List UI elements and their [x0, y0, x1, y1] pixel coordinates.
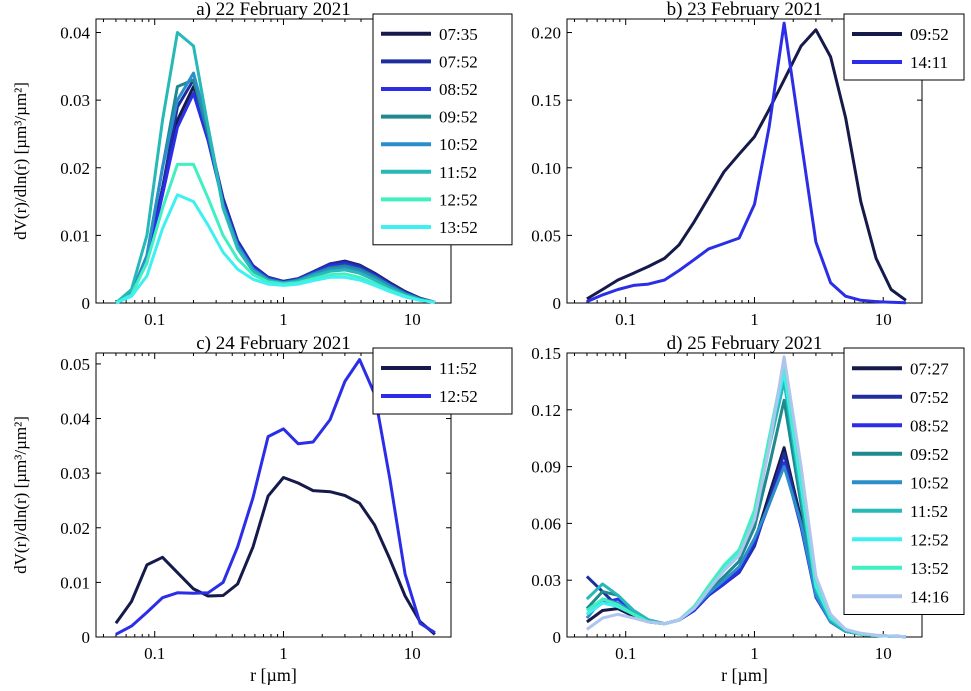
y-tick-label: 0.20 [531, 24, 561, 43]
series-line-1152 [114, 476, 436, 636]
legend-label: 12:52 [439, 190, 478, 209]
x-tick-label: 0.1 [144, 644, 165, 663]
legend-label: 13:52 [439, 218, 478, 237]
y-tick-label: 0 [82, 628, 91, 647]
y-tick-label: 0.15 [531, 91, 561, 110]
legend: 09:52 14:11 [843, 13, 965, 81]
y-tick-label: 0.09 [531, 458, 561, 477]
legend-label: 12:52 [439, 387, 478, 406]
x-tick-label: 10 [404, 644, 421, 663]
legend-label: 14:16 [910, 587, 949, 606]
series-line-1252 [115, 162, 436, 305]
x-tick-label: 10 [875, 644, 892, 663]
legend-label: 10:52 [910, 473, 949, 492]
y-tick-label: 0 [82, 294, 91, 313]
panel-3: c) 24 February 2021 0 0.01 0.02 0.03 0.04 0.05… [11, 333, 513, 685]
x-tick-label: 1 [279, 310, 288, 329]
x-tick-label: 0.1 [615, 644, 636, 663]
legend-label: 11:52 [439, 163, 477, 182]
y-tick-label: 0.02 [60, 159, 90, 178]
series-line-1352 [115, 193, 436, 305]
legend-label: 07:52 [439, 52, 478, 71]
legend: 11:52 12:52 [372, 347, 513, 415]
legend-label: 10:52 [439, 135, 478, 154]
x-tick-label: 1 [750, 310, 759, 329]
y-tick-label: 0.15 [531, 344, 561, 363]
legend-label: 07:52 [910, 388, 949, 407]
chart-title: d) 25 February 2021 [667, 333, 823, 354]
legend: 07:27 07:52 08:52 09:52 10:52 11:52 12:52 13:52… [843, 347, 965, 615]
legend-label: 08:52 [439, 80, 478, 99]
y-tick-label: 0.02 [60, 519, 90, 538]
y-tick-label: 0.04 [60, 24, 90, 43]
legend-box [372, 347, 513, 415]
y-tick-label: 0.06 [531, 514, 561, 533]
axes-frame [95, 352, 452, 638]
y-tick-label: 0.03 [531, 571, 561, 590]
y-axis-label: dV(r)/dln(r) [µm³/µm²] [11, 416, 30, 574]
x-tick-label: 0.1 [615, 310, 636, 329]
panel-1: a) 22 February 2021 0 0.01 0.02 0.03 0.04 0.1 1… [11, 0, 513, 329]
chart-title: c) 24 February 2021 [196, 333, 351, 354]
y-tick-label: 0.05 [60, 355, 90, 374]
y-tick-label: 0.03 [60, 464, 90, 483]
legend-label: 07:27 [910, 359, 949, 378]
panel-2: b) 23 February 2021 0 0.05 0.10 0.15 0.20 0.1 1… [531, 0, 965, 329]
y-tick-label: 0.05 [531, 226, 561, 245]
y-tick-label: 0.01 [60, 226, 90, 245]
legend-label: 09:52 [910, 25, 949, 44]
legend-box [843, 13, 965, 81]
series-line-1411 [586, 21, 906, 305]
x-axis-label: r [µm] [250, 665, 297, 685]
panel-4: d) 25 February 2021 0 0.03 0.06 0.09 0.12 0.15… [531, 333, 965, 685]
x-tick-label: 1 [750, 644, 759, 663]
series-line-1252 [115, 358, 436, 636]
axes-frame [566, 18, 923, 304]
legend: 07:35 07:52 08:52 09:52 10:52 11:52 12:52 13:52 [372, 13, 513, 246]
y-tick-label: 0 [553, 294, 562, 313]
legend-label: 07:35 [439, 25, 478, 44]
legend-label: 14:11 [910, 53, 948, 72]
x-axis-label: r [µm] [721, 665, 768, 685]
chart-title: a) 22 February 2021 [196, 0, 351, 20]
y-tick-label: 0 [553, 628, 562, 647]
series-line-0952 [586, 28, 907, 302]
legend-label: 11:52 [439, 359, 477, 378]
x-tick-label: 1 [279, 644, 288, 663]
legend-label: 13:52 [910, 559, 949, 578]
chart-title: b) 23 February 2021 [667, 0, 823, 20]
legend-label: 08:52 [910, 416, 949, 435]
legend-label: 12:52 [910, 530, 949, 549]
series-line-1416 [586, 355, 906, 639]
x-tick-label: 0.1 [144, 310, 165, 329]
legend-label: 11:52 [910, 502, 948, 521]
legend-label: 09:52 [439, 108, 478, 127]
y-tick-label: 0.10 [531, 159, 561, 178]
y-tick-label: 0.12 [531, 401, 561, 420]
x-tick-label: 10 [404, 310, 421, 329]
y-tick-label: 0.01 [60, 573, 90, 592]
y-axis-label: dV(r)/dln(r) [µm³/µm²] [11, 82, 30, 240]
legend-label: 09:52 [910, 445, 949, 464]
x-tick-label: 10 [875, 310, 892, 329]
legend-box [372, 13, 513, 246]
y-tick-label: 0.04 [60, 410, 90, 429]
y-tick-label: 0.03 [60, 91, 90, 110]
